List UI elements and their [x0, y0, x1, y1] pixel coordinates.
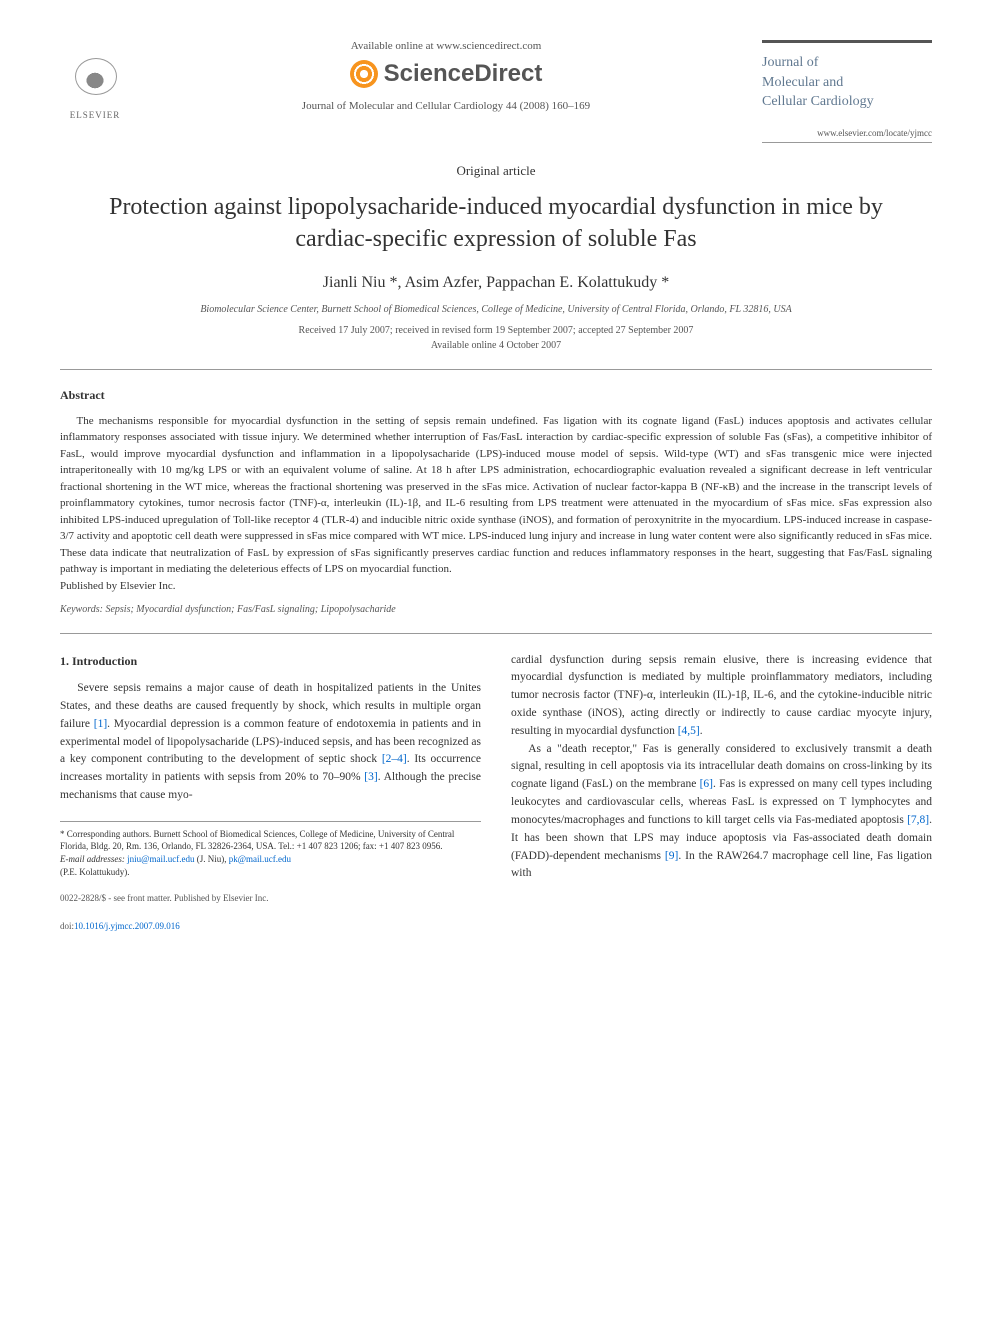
corresponding-author: * Corresponding authors. Burnett School …	[60, 828, 481, 853]
elsevier-label: ELSEVIER	[70, 110, 121, 120]
keywords-label: Keywords:	[60, 604, 103, 615]
section-1-heading: 1. Introduction	[60, 652, 481, 671]
doi-label: doi:	[60, 921, 74, 931]
doi-link[interactable]: 10.1016/j.yjmcc.2007.09.016	[74, 921, 180, 931]
elsevier-tree-icon	[65, 53, 125, 108]
abstract-text: The mechanisms responsible for myocardia…	[60, 413, 932, 578]
email-2-who: (P.E. Kolattukudy).	[60, 866, 481, 879]
article-type: Original article	[60, 163, 932, 179]
elsevier-logo: ELSEVIER	[60, 40, 130, 120]
authors: Jianli Niu *, Asim Azfer, Pappachan E. K…	[60, 274, 932, 292]
affiliation: Biomolecular Science Center, Burnett Sch…	[60, 304, 932, 315]
right-column: cardial dysfunction during sepsis remain…	[511, 652, 932, 935]
intro-para-1-cont: cardial dysfunction during sepsis remain…	[511, 652, 932, 741]
left-column: 1. Introduction Severe sepsis remains a …	[60, 652, 481, 935]
ref-6[interactable]: [6]	[700, 778, 713, 790]
ref-7-8[interactable]: [7,8]	[907, 814, 929, 826]
article-title: Protection against lipopolysacharide-ind…	[60, 191, 932, 256]
journal-box: Journal of Molecular and Cellular Cardio…	[762, 40, 932, 143]
divider-bottom	[60, 633, 932, 634]
available-date: Available online 4 October 2007	[60, 340, 932, 351]
journal-url[interactable]: www.elsevier.com/locate/yjmcc	[817, 128, 932, 138]
center-header: Available online at www.sciencedirect.co…	[130, 40, 762, 112]
footnote-block: * Corresponding authors. Burnett School …	[60, 821, 481, 878]
published-by: Published by Elsevier Inc.	[60, 580, 932, 592]
body-columns: 1. Introduction Severe sepsis remains a …	[60, 652, 932, 935]
email-label: E-mail addresses:	[60, 854, 125, 864]
copyright-line: 0022-2828/$ - see front matter. Publishe…	[60, 892, 481, 906]
keywords: Keywords: Sepsis; Myocardial dysfunction…	[60, 604, 932, 615]
email-1-who: (J. Niu),	[197, 854, 227, 864]
divider-top	[60, 369, 932, 370]
keywords-list: Sepsis; Myocardial dysfunction; Fas/FasL…	[105, 604, 395, 615]
intro-para-2: As a "death receptor," Fas is generally …	[511, 741, 932, 884]
journal-name-line3: Cellular Cardiology	[762, 92, 932, 112]
journal-reference: Journal of Molecular and Cellular Cardio…	[150, 100, 742, 112]
page-header: ELSEVIER Available online at www.science…	[60, 40, 932, 143]
ref-4-5[interactable]: [4,5]	[678, 725, 700, 737]
email-line: E-mail addresses: jniu@mail.ucf.edu (J. …	[60, 853, 481, 866]
journal-name: Journal of Molecular and Cellular Cardio…	[762, 53, 932, 112]
sciencedirect-text: ScienceDirect	[384, 60, 543, 88]
p2b: .	[700, 725, 703, 737]
journal-name-line2: Molecular and	[762, 73, 932, 93]
doi-line: doi:10.1016/j.yjmcc.2007.09.016	[60, 920, 481, 934]
ref-9[interactable]: [9]	[665, 850, 678, 862]
email-2[interactable]: pk@mail.ucf.edu	[229, 854, 291, 864]
received-dates: Received 17 July 2007; received in revis…	[60, 325, 932, 336]
sciencedirect-logo: ScienceDirect	[150, 60, 742, 88]
journal-name-line1: Journal of	[762, 53, 932, 73]
sciencedirect-icon	[350, 60, 378, 88]
ref-2-4[interactable]: [2–4]	[382, 753, 407, 765]
available-online-text: Available online at www.sciencedirect.co…	[150, 40, 742, 52]
intro-para-1: Severe sepsis remains a major cause of d…	[60, 680, 481, 805]
ref-1[interactable]: [1]	[94, 718, 107, 730]
email-1[interactable]: jniu@mail.ucf.edu	[127, 854, 194, 864]
ref-3[interactable]: [3]	[364, 771, 377, 783]
abstract-heading: Abstract	[60, 388, 932, 403]
p2a: cardial dysfunction during sepsis remain…	[511, 654, 932, 737]
